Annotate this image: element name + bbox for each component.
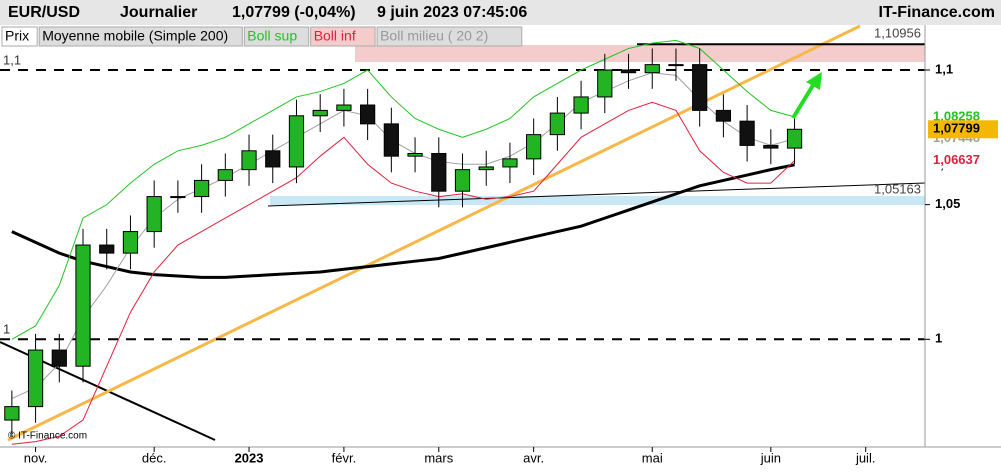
support-trendline [267,182,926,207]
support-zone [270,196,925,205]
candle-body [620,69,637,74]
candle-body [549,112,565,136]
level-label: 1,1 [3,52,21,67]
watermark: © IT-Finance.com [8,431,87,442]
x-tick-label: nov. [24,450,48,465]
period: Journalier [120,4,197,21]
close-label: 1,07799 [933,121,980,136]
legend-label: Boll milieu ( 20 2) [380,28,488,44]
last-value-label: 1,08258 [933,108,980,123]
candle-body [265,150,281,168]
candle-body [288,115,305,168]
x-tick-label: févr. [332,450,357,465]
x-tick-label: mars [424,450,453,465]
candle-body [217,169,233,181]
y-tick-label: 1 [935,331,942,346]
y-tick-label: 1,1 [935,61,953,76]
candle-body [51,349,67,367]
annotation-label: 1,05163 [874,182,921,197]
candle-body [597,69,613,98]
x-tick-label: juil. [855,450,876,465]
indicator-line [11,72,795,399]
brand: IT-Finance.com [879,4,995,21]
candle-body [739,120,755,146]
indicator-line [11,163,795,279]
candle-body [27,349,44,408]
legend-box [376,26,523,47]
candle-body [99,244,115,254]
close-box [928,120,998,139]
quote: 1,07799 (-0,04%) [232,4,356,21]
candle-body [526,134,542,160]
candle-body [668,64,684,67]
datetime: 9 juin 2023 07:45:06 [377,4,527,21]
uptrend-line [7,24,861,442]
candle-body [454,169,471,192]
candle-body [786,128,803,149]
candle-body [407,152,423,157]
candle-body [336,104,352,111]
arrow-head [806,72,822,90]
candle-body [312,109,328,117]
x-tick-label: avr. [523,450,544,465]
y-tick-label: 1,05 [935,196,960,211]
candle-body [241,150,257,171]
candle-body [146,196,162,233]
x-tick-label: juin [760,450,781,465]
legend-label: Boll inf [314,28,356,44]
x-tick-label: déc. [142,450,167,465]
header-bar [0,0,1001,25]
last-value-label: 1,06637 [933,152,980,167]
candle-body [715,109,732,122]
annotation-label: 1,10956 [874,26,921,41]
candle-body [478,166,494,171]
candle-body [4,406,20,421]
symbol: EUR/USD [8,4,80,21]
indicator-line [11,101,795,445]
candle-body [502,158,518,168]
legend-box [243,26,310,47]
candle-body [692,64,708,111]
level-label: 1 [3,322,10,337]
candle-body [360,104,376,125]
candle-body [170,196,186,199]
legend-box [310,26,376,47]
legend-label: Moyenne mobile (Simple 200) [42,28,228,44]
legend-box [38,26,243,47]
last-value-box [928,152,998,169]
candle-body [193,179,210,198]
legend-box [1,26,38,47]
candle-body [383,123,399,157]
candle-body [644,64,660,74]
x-tick-label: 2023 [235,450,264,465]
x-tick-label: mai [642,450,663,465]
candle-body [763,144,779,149]
resistance-zone [355,45,925,62]
legend-label: Boll sup [247,28,297,44]
candle-body [573,96,589,114]
candle-body [122,231,139,254]
arrow-shaft [791,80,817,120]
candle-body [75,244,91,367]
candle-body [431,152,447,192]
indicator-line [11,39,795,340]
legend-label: Prix [5,28,29,44]
